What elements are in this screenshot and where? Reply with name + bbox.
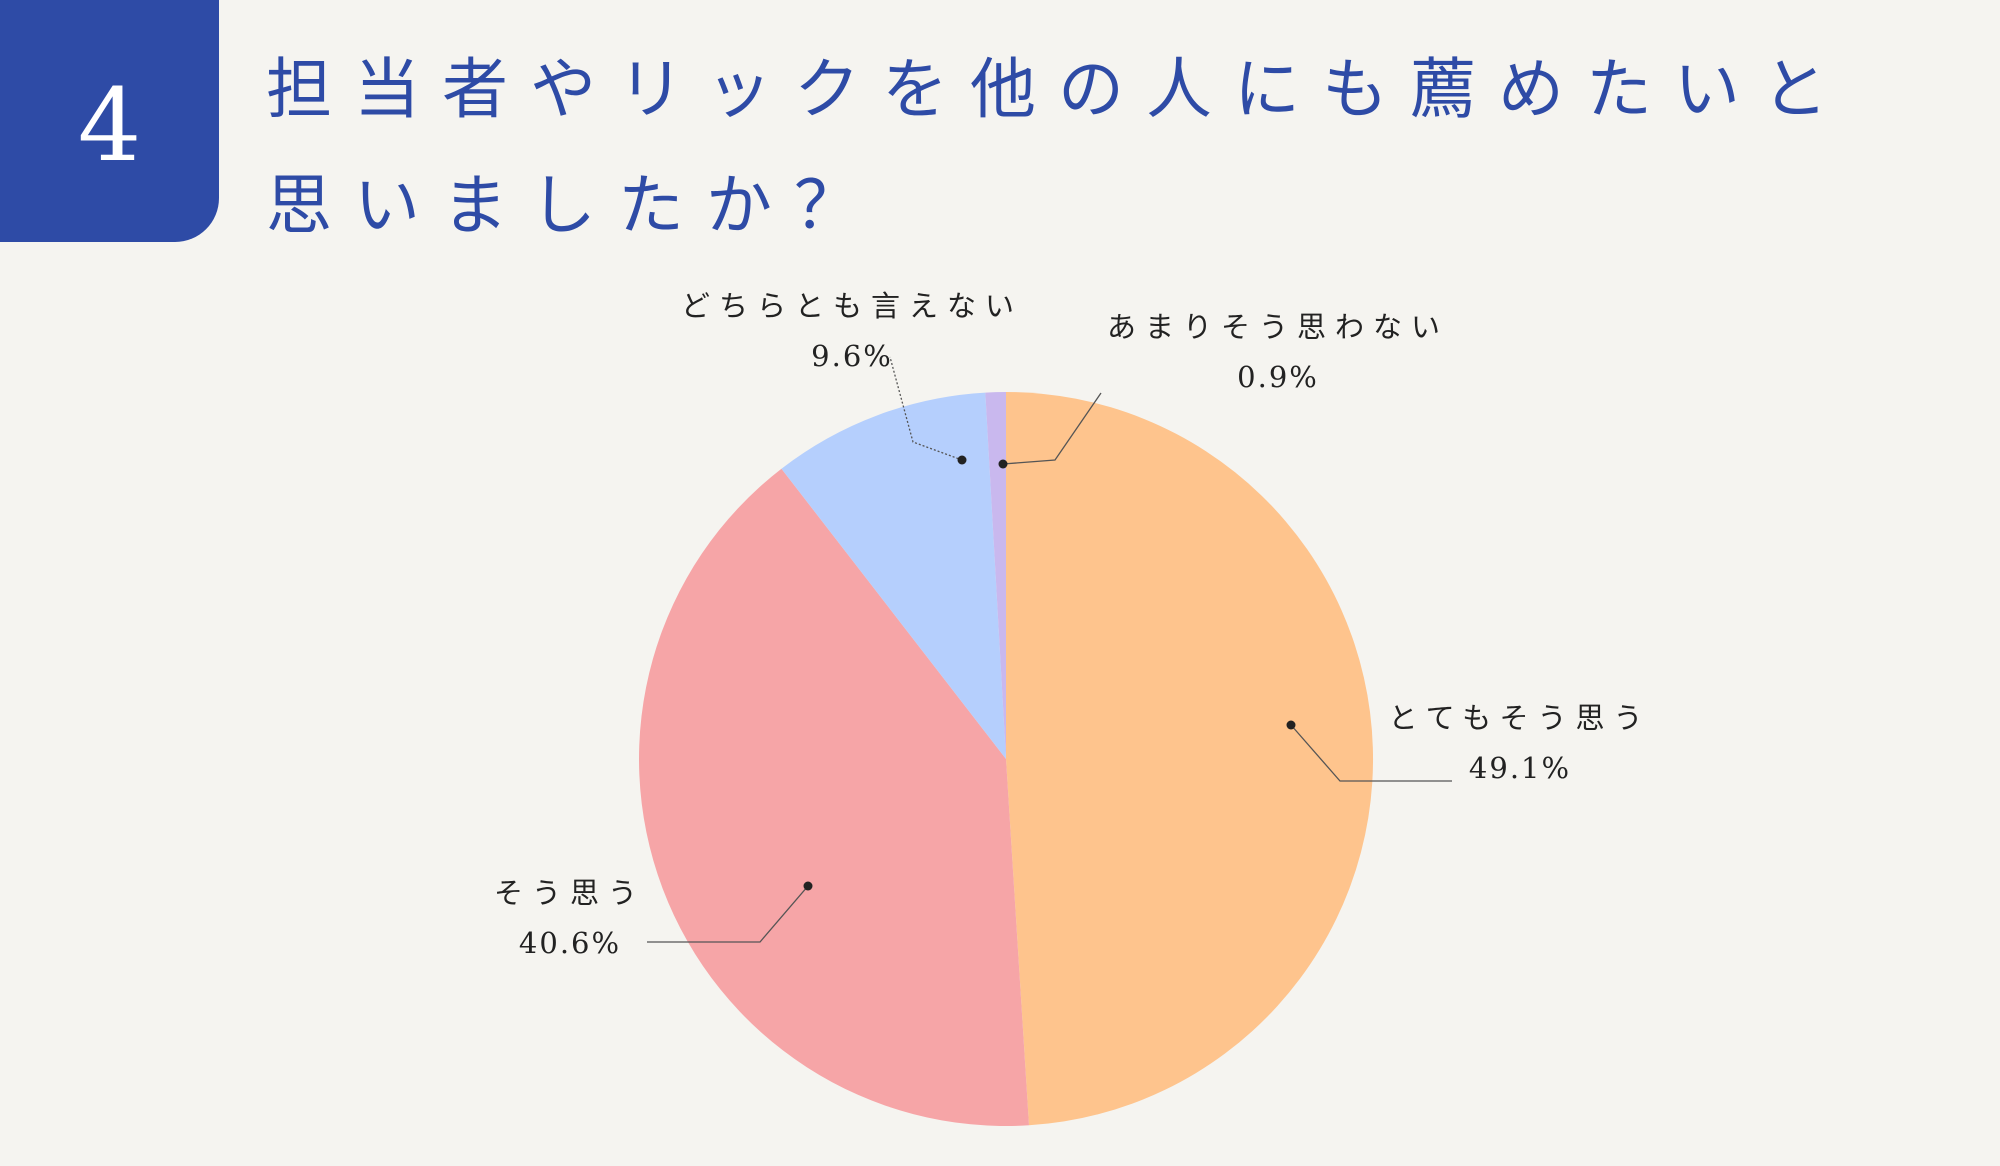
question-title: 担当者やリックを他の人にも薦めたいと 思いましたか？ xyxy=(266,32,1966,264)
leader-dot-slice-0 xyxy=(1286,720,1296,730)
pie-slice-0 xyxy=(1006,392,1374,1126)
slice-label-0: とてもそう思う xyxy=(1388,701,1651,735)
leader-dot-slice-1 xyxy=(803,881,813,891)
leader-line-slice-1 xyxy=(647,885,809,943)
slice-value-3: 0.9% xyxy=(1237,360,1319,394)
pie-labels: とてもそう思う 49.1% そう思う 40.6% どちらとも言えない 9.6% … xyxy=(494,289,1651,960)
question-title-line2: 思いましたか？ xyxy=(266,167,882,244)
slice-value-2: 9.6% xyxy=(811,339,893,373)
pie-slice-3 xyxy=(985,392,1006,759)
slice-value-1: 40.6% xyxy=(519,926,621,960)
leader-dot-slice-2 xyxy=(957,455,967,465)
pie-slice-1 xyxy=(639,468,1029,1127)
leader-dot-slice-3 xyxy=(998,459,1008,469)
slice-label-2: どちらとも言えない xyxy=(681,289,1023,323)
slice-label-1: そう思う xyxy=(494,876,646,910)
leader-line-slice-2 xyxy=(889,356,963,461)
pie-slice-2 xyxy=(781,392,1006,759)
leader-line-slice-0 xyxy=(1290,724,1452,782)
question-title-line1: 担当者やリックを他の人にも薦めたいと xyxy=(266,51,1850,128)
question-number-badge: 4 xyxy=(0,0,219,242)
pie-slices xyxy=(639,392,1374,1127)
slice-label-3: あまりそう思わない xyxy=(1107,310,1449,344)
leader-line-slice-3 xyxy=(1002,392,1102,465)
question-number: 4 xyxy=(77,67,142,184)
pie-leader-lines xyxy=(647,356,1452,943)
slice-value-0: 49.1% xyxy=(1469,751,1571,785)
